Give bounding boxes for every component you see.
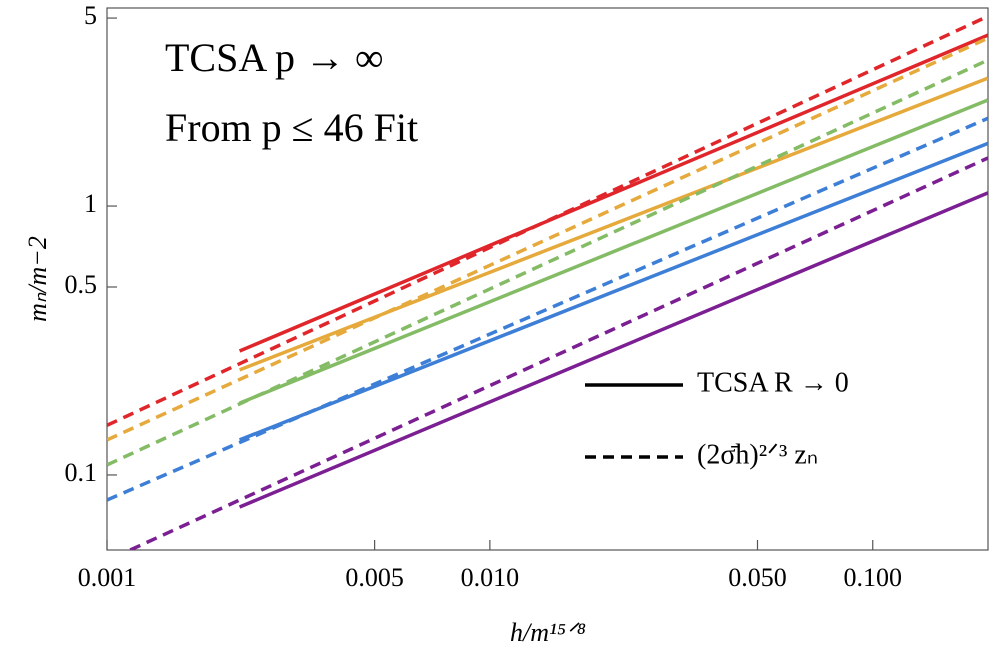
series-line	[238, 98, 988, 405]
y-tick-label: 5	[84, 1, 97, 30]
x-tick-label: 0.050	[728, 563, 787, 592]
plot-frame	[106, 7, 989, 551]
series-line	[129, 156, 988, 550]
series-line	[107, 36, 988, 442]
y-tick-label: 1	[84, 189, 97, 218]
annotation: From p ≤ 46 Fit	[165, 105, 418, 150]
x-axis-label: h/m¹⁵ᐟ⁸	[510, 618, 586, 647]
x-tick-label: 0.005	[345, 563, 404, 592]
y-axis-label: mₙ/m−2	[23, 236, 52, 322]
legend-label: TCSA R → 0	[697, 367, 849, 398]
x-tick-label: 0.100	[843, 563, 902, 592]
annotation: TCSA p → ∞	[165, 35, 384, 80]
y-tick-label: 0.1	[65, 458, 98, 487]
series-line	[107, 116, 988, 502]
legend-label: (2σ̄h)²ᐟ³ zₙ	[697, 439, 818, 470]
series-line	[238, 141, 988, 442]
y-tick-label: 0.5	[65, 270, 98, 299]
x-tick-label: 0.001	[78, 563, 137, 592]
series-line	[238, 191, 988, 509]
series-line	[238, 33, 988, 353]
x-tick-label: 0.010	[461, 563, 520, 592]
series-line	[238, 76, 988, 372]
